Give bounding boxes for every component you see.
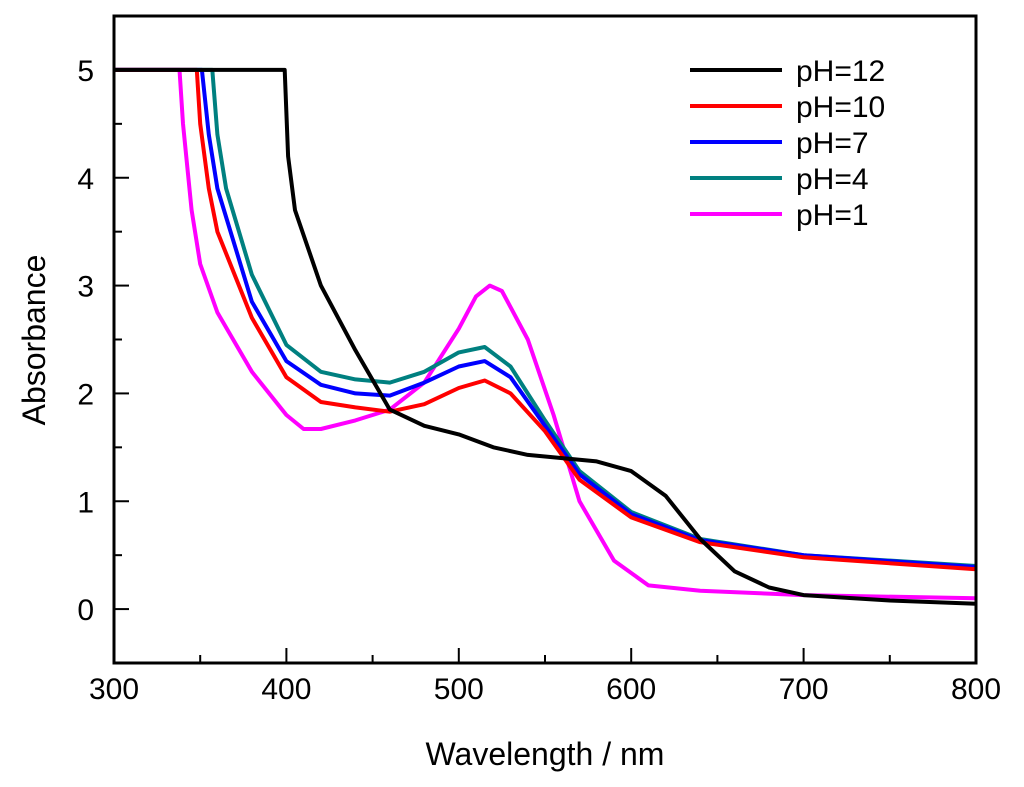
y-tick-label: 1 [77, 486, 94, 519]
x-tick-label: 800 [951, 673, 1001, 706]
legend-item: pH=10 [690, 91, 885, 124]
x-axis-title: Wavelength / nm [426, 736, 665, 772]
legend-label: pH=12 [796, 55, 885, 88]
x-tick-label: 300 [89, 673, 139, 706]
legend-label: pH=4 [796, 163, 869, 196]
y-tick-label: 5 [77, 55, 94, 88]
y-tick-label: 2 [77, 378, 94, 411]
legend-item: pH=1 [690, 199, 869, 232]
y-tick-label: 4 [77, 163, 94, 196]
legend-label: pH=7 [796, 127, 869, 160]
series-line-ph-7 [114, 67, 977, 569]
x-tick-label: 400 [261, 673, 311, 706]
series-line-ph-10 [114, 67, 977, 572]
y-axis-title: Absorbance [16, 255, 52, 426]
y-tick-label: 3 [77, 271, 94, 304]
ticks-layer: 300 400 500 600 700 800 0 1 2 3 4 5 [77, 15, 1001, 706]
legend-item: pH=4 [690, 163, 869, 196]
x-tick-label: 700 [779, 673, 829, 706]
series-layer [114, 67, 977, 606]
legend-item: pH=12 [690, 55, 885, 88]
y-tick-label: 0 [77, 594, 94, 627]
x-tick-label: 600 [606, 673, 656, 706]
series-line-ph-12 [114, 67, 977, 606]
legend-label: pH=10 [796, 91, 885, 124]
legend-item: pH=7 [690, 127, 869, 160]
x-tick-label: 500 [434, 673, 484, 706]
legend-label: pH=1 [796, 199, 869, 232]
